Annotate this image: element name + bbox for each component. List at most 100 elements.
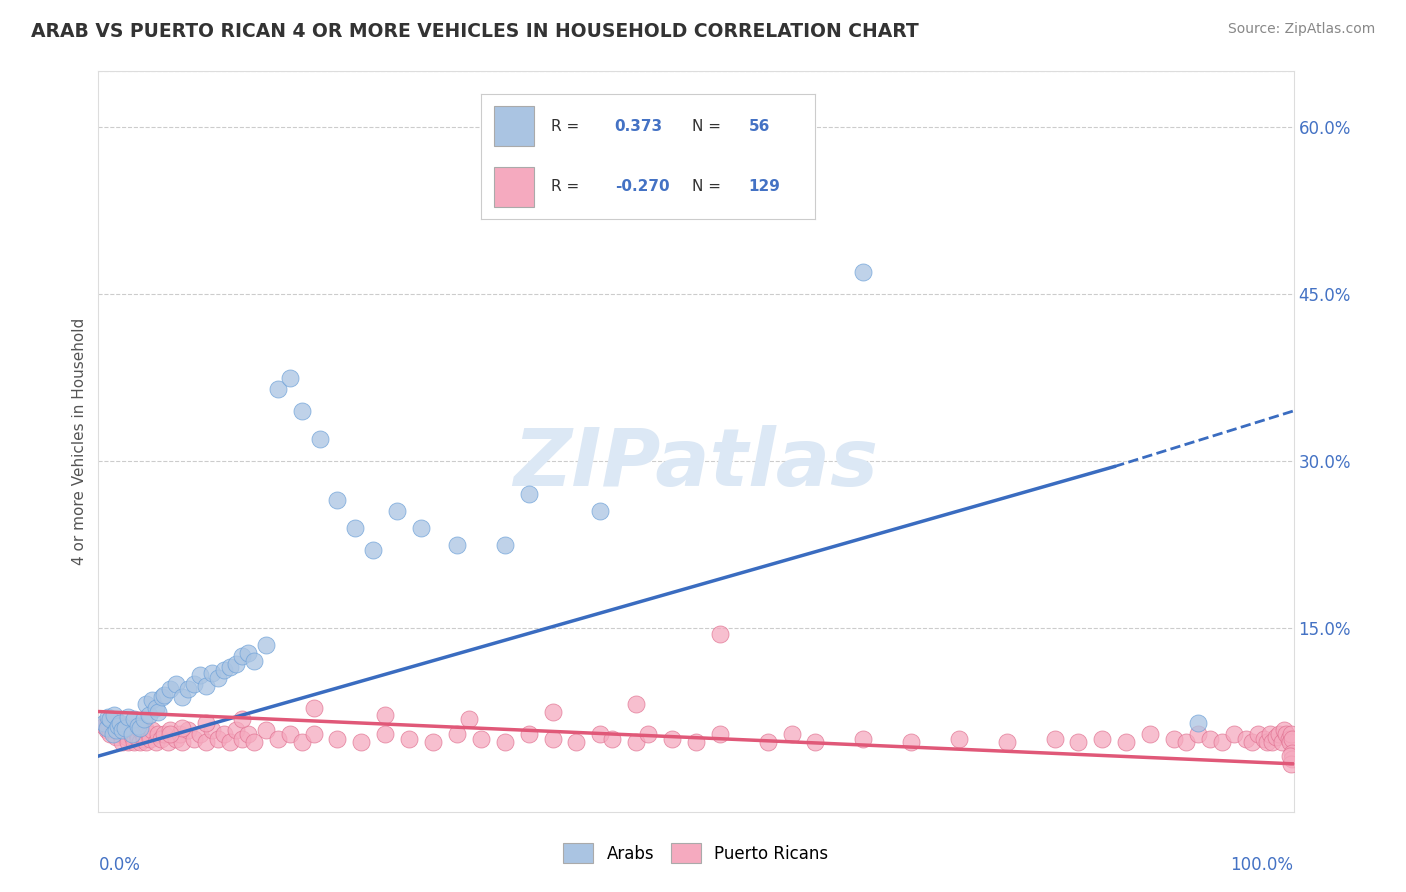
- Point: [1115, 734, 1137, 748]
- Point: [125, 727, 148, 741]
- Point: [195, 679, 218, 693]
- Point: [129, 723, 152, 738]
- Point: [1247, 727, 1270, 741]
- Point: [458, 712, 481, 726]
- Point: [1272, 723, 1295, 738]
- Point: [117, 723, 139, 738]
- Point: [108, 715, 131, 730]
- Point: [103, 707, 125, 722]
- Point: [1240, 734, 1263, 748]
- Point: [135, 734, 157, 748]
- Point: [422, 734, 444, 748]
- Point: [1258, 727, 1281, 741]
- Point: [96, 723, 118, 738]
- Text: ARAB VS PUERTO RICAN 4 OR MORE VEHICLES IN HOUSEHOLD CORRELATION CHART: ARAB VS PUERTO RICAN 4 OR MORE VEHICLES …: [31, 22, 918, 41]
- Point: [302, 727, 325, 741]
- Point: [398, 732, 420, 747]
- Point: [207, 732, 229, 747]
- Point: [127, 719, 149, 733]
- Point: [172, 734, 194, 748]
- Point: [107, 715, 129, 730]
- Point: [219, 734, 242, 748]
- Point: [446, 727, 468, 741]
- Point: [517, 727, 540, 741]
- Point: [602, 732, 624, 747]
- Point: [114, 721, 136, 735]
- Point: [254, 723, 277, 738]
- Point: [1271, 734, 1294, 748]
- Text: 100.0%: 100.0%: [1230, 856, 1294, 874]
- Point: [1223, 727, 1246, 741]
- Point: [231, 648, 253, 663]
- Point: [138, 727, 160, 741]
- Point: [121, 727, 143, 741]
- Point: [900, 734, 922, 748]
- Point: [541, 732, 564, 747]
- Point: [517, 487, 540, 501]
- Point: [1211, 734, 1233, 748]
- Point: [129, 721, 152, 735]
- Point: [110, 719, 132, 733]
- Point: [107, 719, 129, 733]
- Point: [93, 719, 115, 733]
- Point: [98, 727, 122, 741]
- Point: [188, 727, 211, 741]
- Point: [1278, 749, 1301, 764]
- Point: [139, 732, 162, 747]
- Point: [243, 734, 266, 748]
- Point: [344, 521, 367, 535]
- Point: [236, 646, 259, 660]
- Point: [104, 715, 127, 730]
- Point: [115, 727, 138, 741]
- Point: [201, 665, 224, 680]
- Point: [589, 504, 612, 518]
- Point: [105, 723, 128, 738]
- Point: [302, 701, 325, 715]
- Point: [1163, 732, 1185, 747]
- Point: [117, 734, 139, 748]
- Point: [1261, 734, 1284, 748]
- Point: [1279, 727, 1302, 741]
- Point: [177, 682, 200, 697]
- Point: [326, 732, 349, 747]
- Point: [177, 723, 200, 738]
- Point: [127, 732, 149, 747]
- Point: [124, 723, 146, 738]
- Point: [201, 723, 224, 738]
- Text: 0.0%: 0.0%: [98, 856, 141, 874]
- Point: [132, 712, 155, 726]
- Point: [780, 727, 803, 741]
- Point: [145, 701, 167, 715]
- Point: [363, 543, 385, 558]
- Point: [103, 723, 125, 738]
- Point: [494, 537, 516, 551]
- Point: [153, 688, 176, 702]
- Point: [1268, 727, 1291, 741]
- Point: [108, 727, 131, 741]
- Point: [149, 732, 172, 747]
- Point: [124, 734, 146, 748]
- Point: [626, 734, 648, 748]
- Point: [98, 712, 122, 726]
- Point: [120, 721, 142, 735]
- Point: [107, 723, 129, 738]
- Point: [541, 705, 564, 719]
- Point: [231, 712, 253, 726]
- Point: [188, 667, 211, 681]
- Point: [105, 721, 128, 735]
- Point: [995, 734, 1018, 748]
- Point: [159, 682, 181, 697]
- Point: [374, 727, 396, 741]
- Point: [1279, 756, 1302, 771]
- Point: [565, 734, 588, 748]
- Point: [219, 660, 242, 674]
- Point: [267, 732, 290, 747]
- Point: [148, 705, 170, 719]
- Point: [494, 734, 516, 748]
- Point: [626, 697, 648, 711]
- Point: [101, 727, 124, 741]
- Point: [852, 732, 875, 747]
- Point: [1281, 746, 1303, 760]
- Point: [1187, 727, 1209, 741]
- Point: [97, 710, 120, 724]
